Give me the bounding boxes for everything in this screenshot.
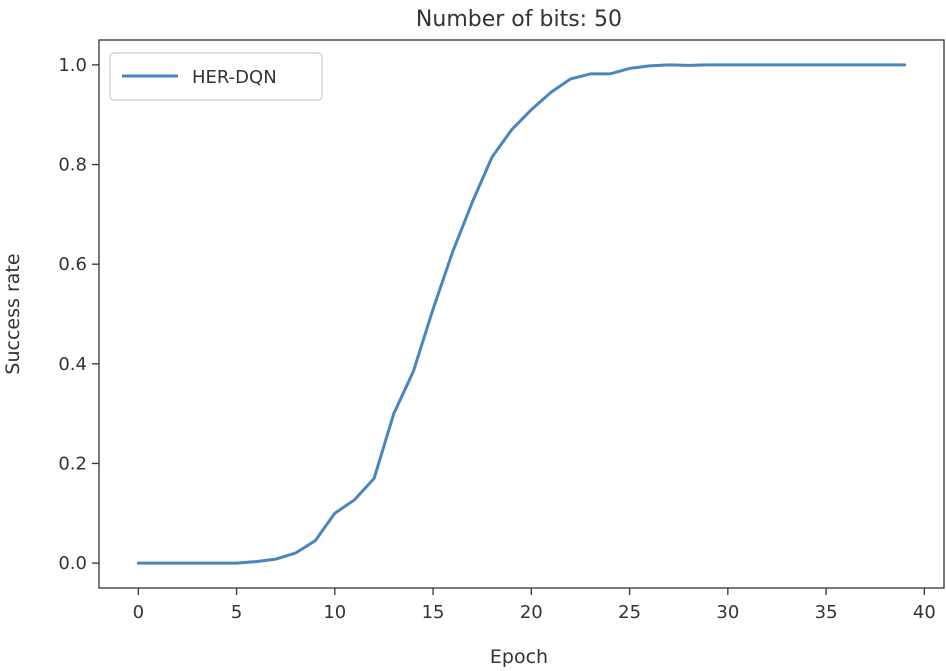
y-axis-label: Success rate (2, 253, 24, 374)
y-tick-label: 1.0 (58, 55, 87, 76)
x-axis-label: Epoch (490, 646, 548, 668)
plot-area (98, 39, 945, 589)
series-layer (136, 63, 907, 565)
series-line-her-dqn (136, 63, 907, 565)
x-axis: 0 5 10 15 20 25 30 35 40 (133, 588, 936, 623)
x-tick-label: 0 (133, 602, 144, 623)
y-tick-label: 0.6 (58, 254, 87, 275)
x-tick-label: 30 (716, 602, 739, 623)
chart-title: Number of bits: 50 (416, 7, 622, 32)
y-axis: 0.0 0.2 0.4 0.6 0.8 1.0 (58, 55, 99, 574)
x-tick-label: 35 (815, 602, 838, 623)
legend: HER-DQN (109, 52, 323, 101)
x-tick-label: 20 (520, 602, 543, 623)
x-tick-label: 40 (913, 602, 936, 623)
x-tick-label: 5 (231, 602, 242, 623)
plot-frame (98, 39, 945, 589)
legend-box (109, 52, 323, 101)
y-tick-label: 0.8 (58, 155, 87, 176)
y-tick-label: 0.0 (58, 553, 87, 574)
legend-label-her-dqn: HER-DQN (192, 67, 277, 88)
x-tick-label: 25 (618, 602, 641, 623)
x-tick-label: 10 (323, 602, 346, 623)
x-tick-label: 15 (422, 602, 445, 623)
y-tick-label: 0.2 (58, 453, 87, 474)
y-tick-label: 0.4 (58, 354, 87, 375)
